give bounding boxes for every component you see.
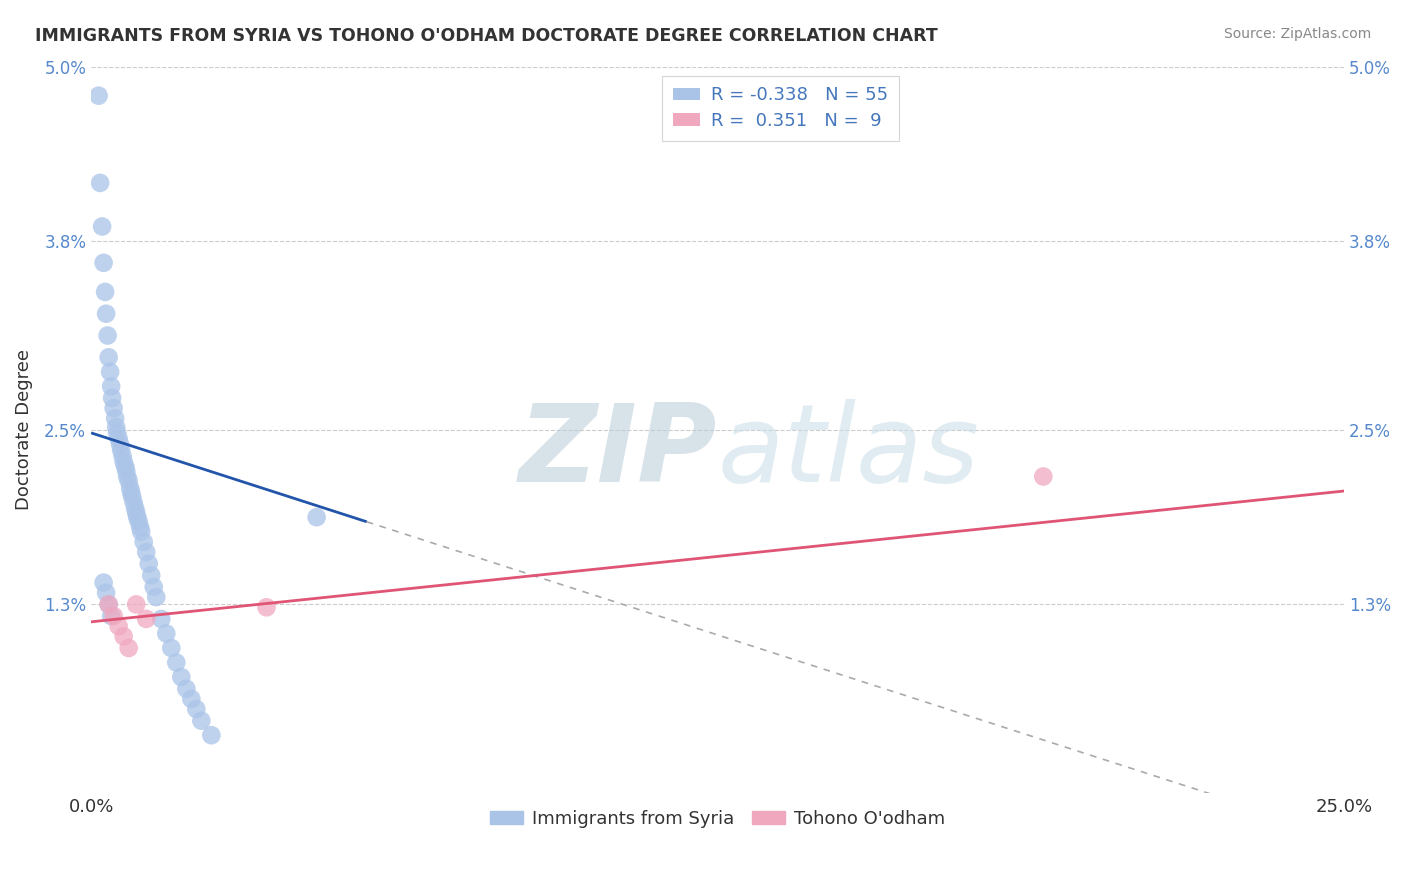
Point (165, 656, 187, 670)
Point (118, 640, 141, 655)
Point (115, 464, 138, 478)
Point (305, 510, 328, 524)
Point (100, 379, 122, 393)
Point (127, 510, 149, 524)
Point (132, 535, 155, 549)
Point (112, 629, 135, 643)
Text: atlas: atlas (717, 400, 980, 504)
Point (104, 411, 127, 425)
Point (103, 609, 125, 624)
Point (186, 702, 208, 716)
Point (190, 714, 212, 728)
Point (108, 437, 131, 451)
Point (122, 496, 145, 510)
Point (120, 481, 142, 495)
Point (94, 285, 117, 299)
Point (87, 88, 110, 103)
Point (200, 728, 222, 742)
Point (128, 515, 150, 529)
Point (111, 449, 134, 463)
Point (118, 474, 141, 488)
Point (145, 590, 167, 604)
Point (121, 490, 143, 504)
Point (1032, 469, 1054, 483)
Point (98, 365, 121, 379)
Point (93, 256, 115, 270)
Point (89, 176, 111, 190)
Point (125, 506, 148, 520)
Point (112, 455, 135, 469)
Point (105, 420, 128, 434)
Point (105, 425, 128, 440)
Text: IMMIGRANTS FROM SYRIA VS TOHONO O'ODHAM DOCTORATE DEGREE CORRELATION CHART: IMMIGRANTS FROM SYRIA VS TOHONO O'ODHAM … (35, 27, 938, 45)
Point (142, 580, 165, 594)
Point (101, 391, 124, 405)
Legend: Immigrants from Syria, Tohono O'odham: Immigrants from Syria, Tohono O'odham (484, 803, 952, 835)
Point (114, 459, 136, 474)
Point (129, 524, 152, 539)
Text: ZIP: ZIP (519, 399, 717, 505)
Point (120, 485, 142, 500)
Point (125, 598, 148, 612)
Point (97, 351, 120, 365)
Y-axis label: Doctorate Degree: Doctorate Degree (15, 350, 32, 510)
Point (115, 469, 138, 483)
Point (97, 598, 120, 612)
Point (124, 501, 146, 516)
Point (100, 609, 122, 624)
Point (91, 219, 114, 234)
Point (107, 619, 129, 633)
Point (135, 612, 157, 626)
Point (150, 612, 173, 626)
Point (129, 520, 152, 534)
Point (170, 670, 193, 684)
Point (155, 626, 177, 640)
Text: Source: ZipAtlas.com: Source: ZipAtlas.com (1223, 27, 1371, 41)
Point (110, 443, 132, 458)
Point (107, 432, 129, 446)
Point (141, 568, 163, 582)
Point (160, 640, 183, 655)
Point (138, 557, 160, 571)
Point (94, 307, 117, 321)
Point (94, 586, 117, 600)
Point (180, 691, 202, 706)
Point (135, 545, 157, 559)
Point (97, 598, 120, 612)
Point (103, 401, 125, 416)
Point (97, 328, 120, 343)
Point (256, 600, 278, 615)
Point (176, 681, 198, 696)
Point (93, 575, 115, 590)
